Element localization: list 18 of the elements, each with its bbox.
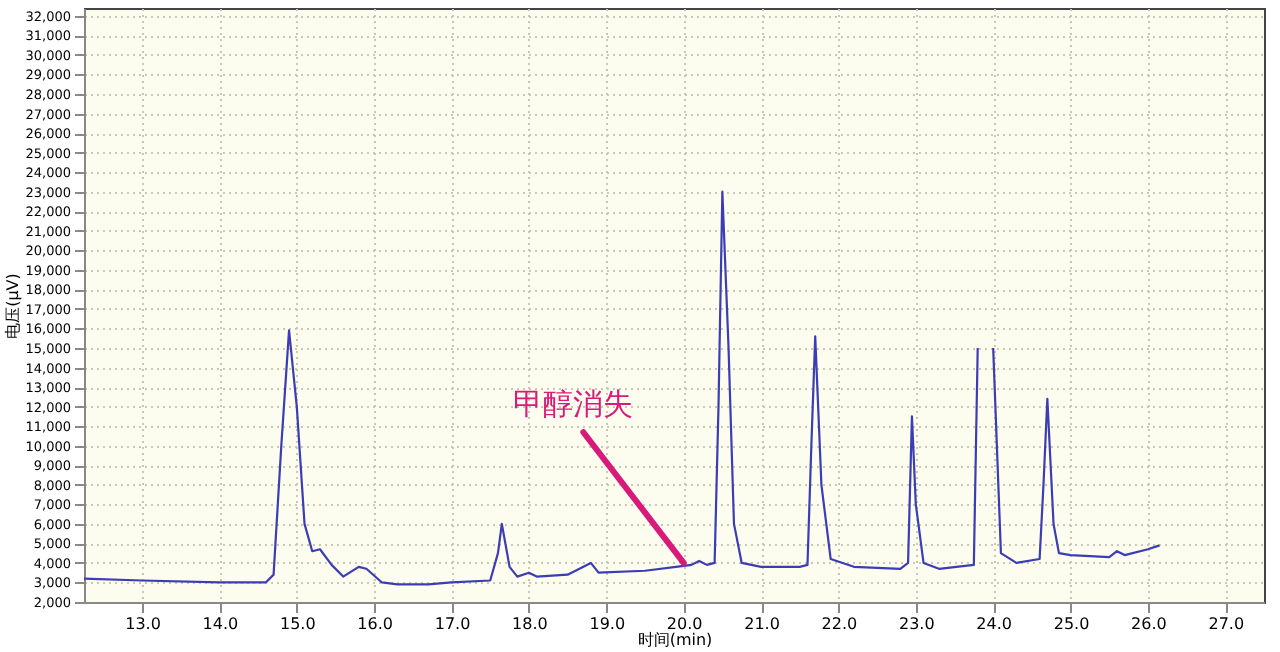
y-axis-title: 电压(µV) <box>3 273 22 339</box>
x-tick-label: 20.0 <box>666 615 703 633</box>
annotation: 甲醇消失 <box>513 386 634 423</box>
x-tick-label: 15.0 <box>279 615 316 633</box>
x-tick-label: 14.0 <box>202 615 239 633</box>
x-axis-title: 时间(min) <box>637 631 713 649</box>
x-tick-label: 18.0 <box>512 615 548 633</box>
x-tick-label: 23.0 <box>898 615 935 633</box>
x-tick-label: 26.0 <box>1131 615 1167 633</box>
x-tick-label: 22.0 <box>821 615 858 633</box>
x-tick-label: 16.0 <box>357 615 393 633</box>
x-tick-label: 21.0 <box>744 615 780 633</box>
x-tick-label: 27.0 <box>1208 615 1245 633</box>
x-tick-label: 24.0 <box>976 615 1012 633</box>
x-tick-label: 13.0 <box>125 615 161 633</box>
x-tick-label: 25.0 <box>1053 615 1090 633</box>
x-tick-label: 17.0 <box>434 615 471 633</box>
x-tick-label: 19.0 <box>589 615 626 633</box>
